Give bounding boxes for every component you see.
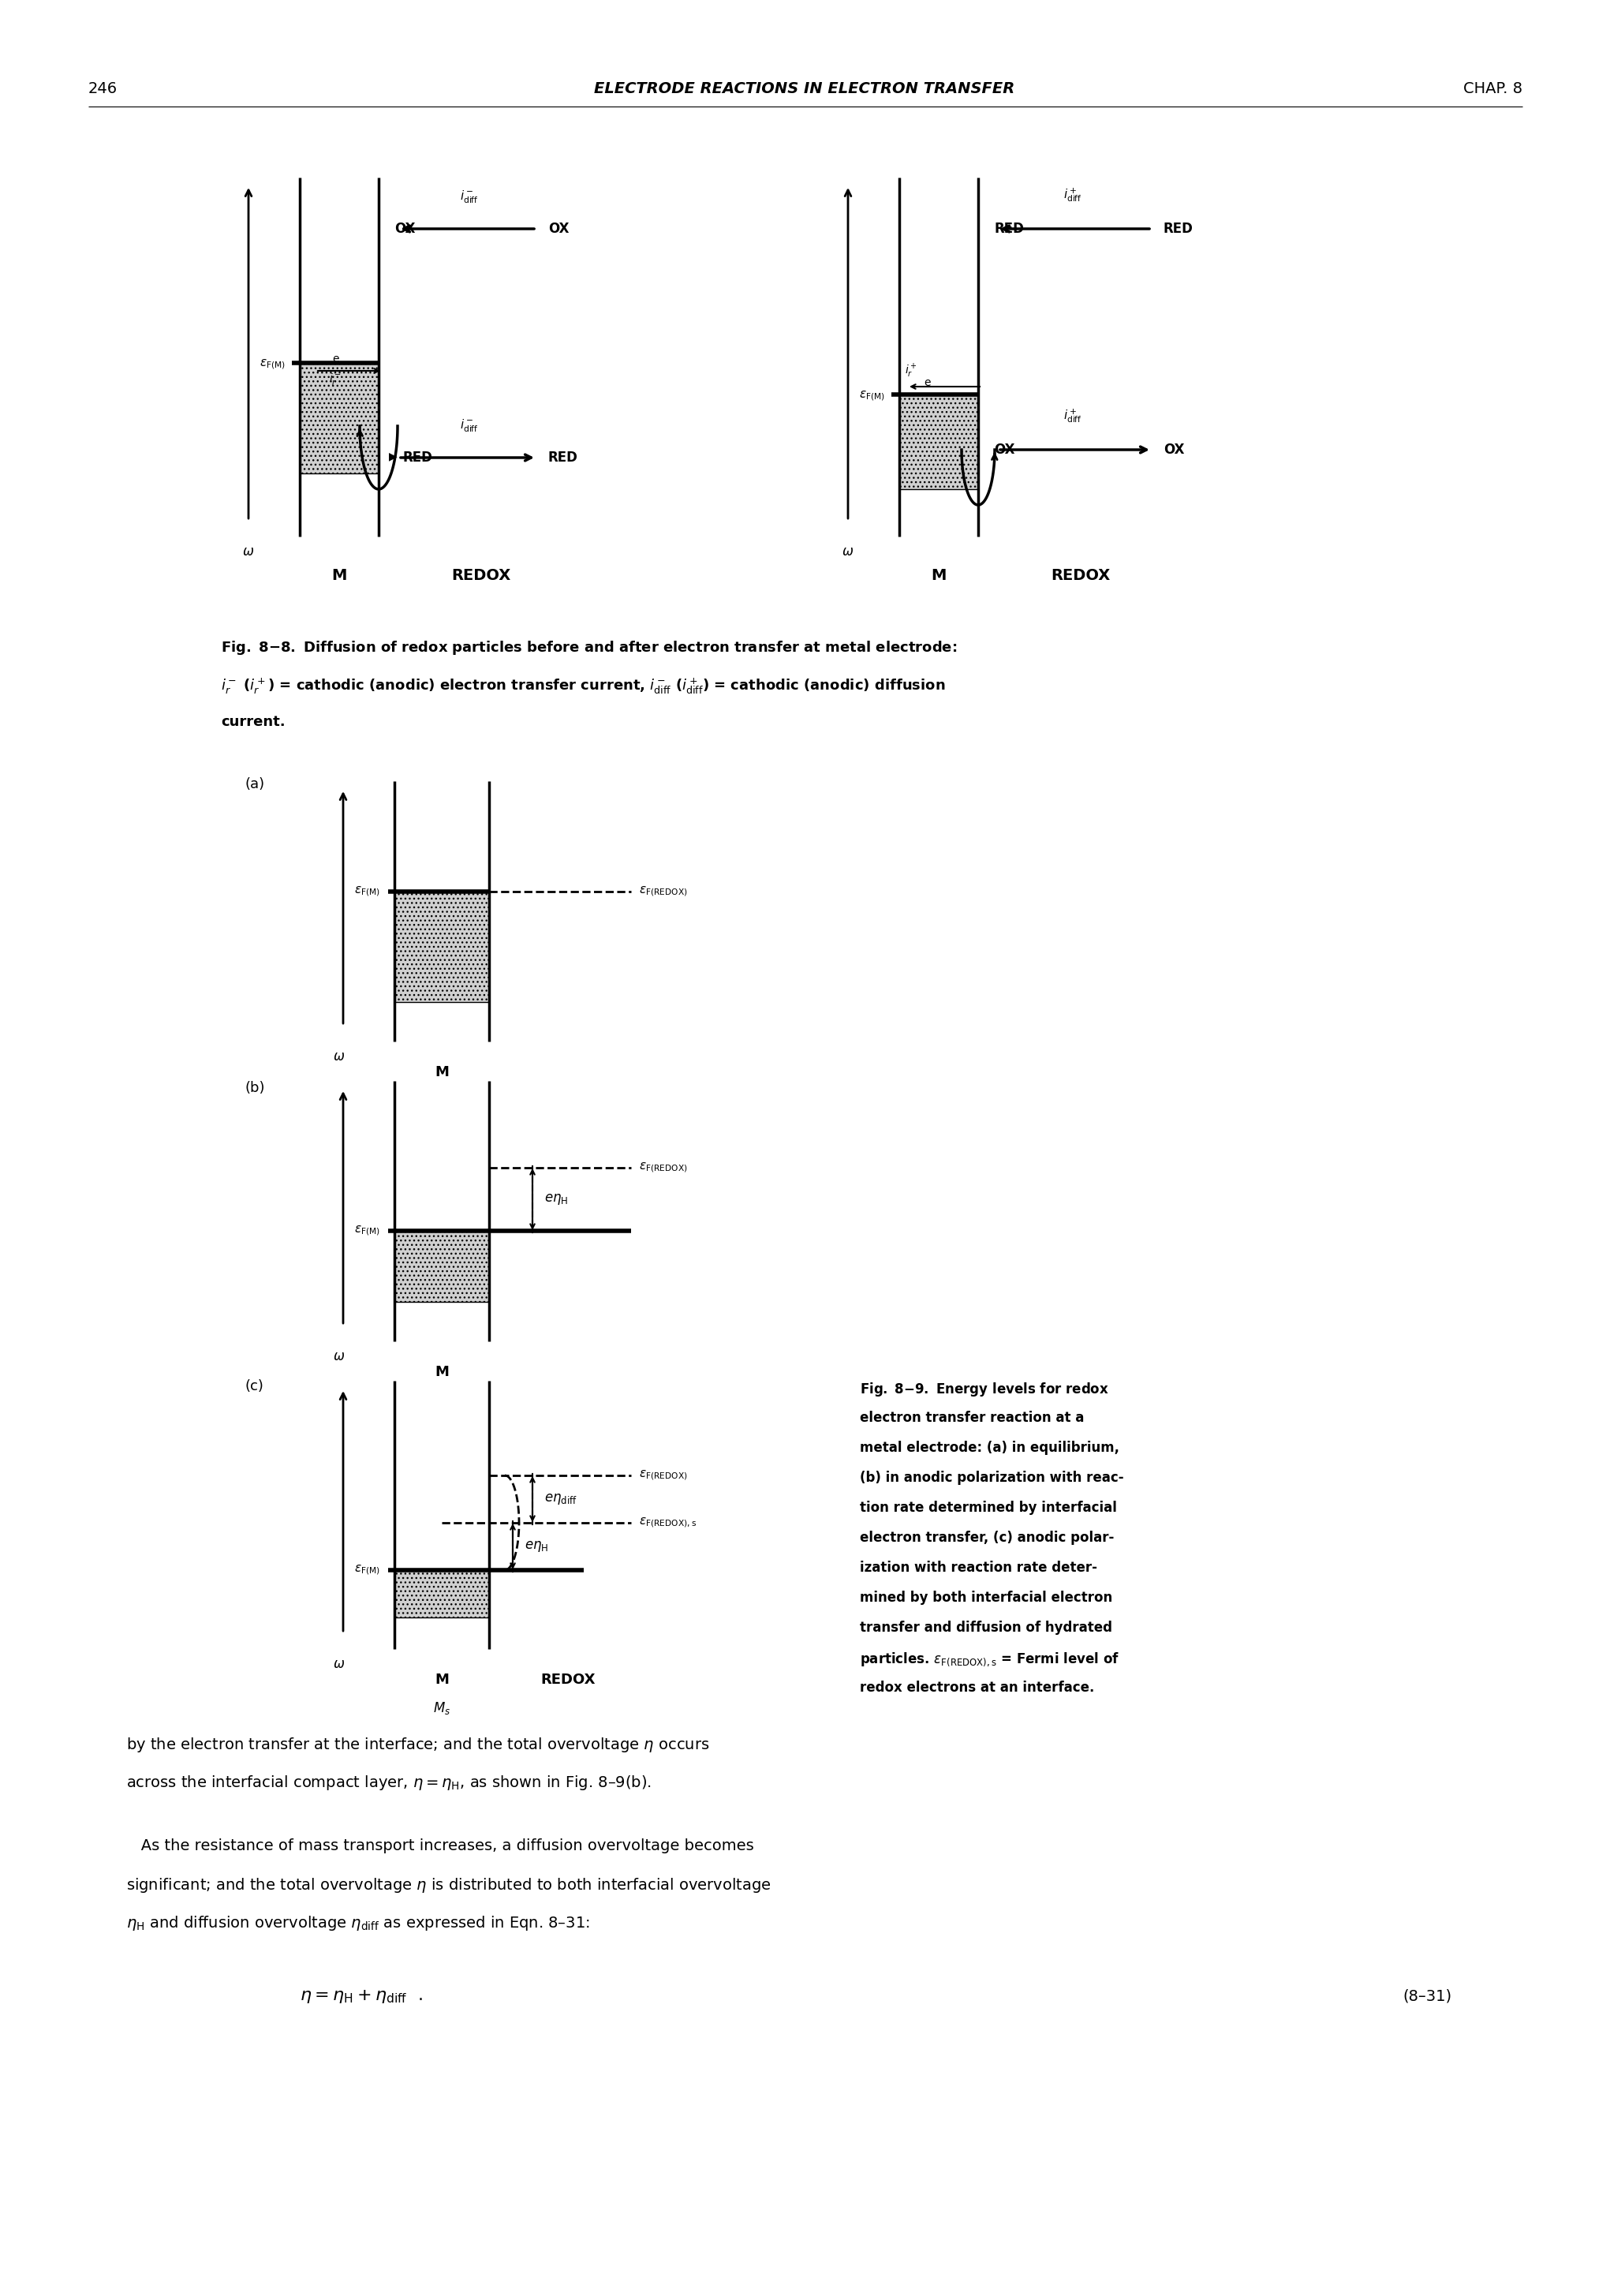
Text: (c): (c) bbox=[245, 1380, 264, 1394]
Text: e: e bbox=[332, 354, 338, 365]
Text: $\varepsilon_{\rm F(REDOX)}$: $\varepsilon_{\rm F(REDOX)}$ bbox=[639, 884, 687, 898]
Text: e: e bbox=[924, 377, 931, 388]
Text: (b) in anodic polarization with reac-: (b) in anodic polarization with reac- bbox=[860, 1472, 1124, 1486]
Text: electron transfer reaction at a: electron transfer reaction at a bbox=[860, 1410, 1084, 1426]
Text: $i_{\rm diff}^+$: $i_{\rm diff}^+$ bbox=[1064, 186, 1082, 204]
Text: $\omega$: $\omega$ bbox=[333, 1350, 345, 1364]
Text: $\varepsilon_{\rm F(M)}$: $\varepsilon_{\rm F(M)}$ bbox=[354, 1224, 380, 1238]
Text: $e\eta_{\rm H}$: $e\eta_{\rm H}$ bbox=[525, 1538, 549, 1554]
Text: electron transfer, (c) anodic polar-: electron transfer, (c) anodic polar- bbox=[860, 1531, 1114, 1545]
Text: $\varepsilon_{\rm F(M)}$: $\varepsilon_{\rm F(M)}$ bbox=[354, 884, 380, 898]
Text: OX: OX bbox=[549, 223, 570, 236]
Bar bbox=[394, 1570, 489, 1616]
Text: $\eta = \eta_{\rm H} + \eta_{\rm diff}$  .: $\eta = \eta_{\rm H} + \eta_{\rm diff}$ … bbox=[299, 1988, 423, 2004]
Text: REDOX: REDOX bbox=[1051, 567, 1111, 583]
Text: RED: RED bbox=[1164, 223, 1193, 236]
Text: $i_r^+$: $i_r^+$ bbox=[905, 363, 918, 379]
Text: RED: RED bbox=[993, 223, 1024, 236]
Text: across the interfacial compact layer, $\eta = \eta_{\rm H}$, as shown in Fig. 8–: across the interfacial compact layer, $\… bbox=[126, 1775, 652, 1791]
Text: RED: RED bbox=[549, 450, 578, 464]
Text: particles. $\varepsilon_{\rm F(REDOX),s}$ = Fermi level of: particles. $\varepsilon_{\rm F(REDOX),s}… bbox=[860, 1651, 1119, 1667]
Bar bbox=[394, 891, 489, 1001]
Text: OX: OX bbox=[1164, 443, 1185, 457]
Text: current.: current. bbox=[221, 714, 285, 730]
Text: M: M bbox=[435, 1366, 449, 1380]
Text: mined by both interfacial electron: mined by both interfacial electron bbox=[860, 1591, 1113, 1605]
Text: REDOX: REDOX bbox=[451, 567, 510, 583]
Text: $\eta_{\rm H}$ and diffusion overvoltage $\eta_{\rm diff}$ as expressed in Eqn. : $\eta_{\rm H}$ and diffusion overvoltage… bbox=[126, 1915, 589, 1933]
Text: $\varepsilon_{\rm F(REDOX)}$: $\varepsilon_{\rm F(REDOX)}$ bbox=[639, 1469, 687, 1481]
Text: tion rate determined by interfacial: tion rate determined by interfacial bbox=[860, 1502, 1117, 1515]
Text: $\varepsilon_{\rm F(M)}$: $\varepsilon_{\rm F(M)}$ bbox=[354, 1564, 380, 1577]
Text: $\omega$: $\omega$ bbox=[243, 544, 254, 558]
Text: M: M bbox=[931, 567, 947, 583]
Text: $\varepsilon_{\rm F(M)}$: $\varepsilon_{\rm F(M)}$ bbox=[259, 358, 285, 372]
Text: $\varepsilon_{\rm F(M)}$: $\varepsilon_{\rm F(M)}$ bbox=[860, 390, 886, 402]
Text: RED: RED bbox=[402, 450, 431, 464]
Text: ELECTRODE REACTIONS IN ELECTRON TRANSFER: ELECTRODE REACTIONS IN ELECTRON TRANSFER bbox=[594, 80, 1014, 96]
Text: M: M bbox=[435, 1674, 449, 1688]
Text: $M_s$: $M_s$ bbox=[433, 1701, 451, 1715]
Text: (8–31): (8–31) bbox=[1402, 1988, 1452, 2004]
Text: (a): (a) bbox=[245, 776, 264, 792]
Text: $\omega$: $\omega$ bbox=[842, 544, 853, 558]
Text: $\bf{Fig.\ 8{-}9.}$ Energy levels for redox: $\bf{Fig.\ 8{-}9.}$ Energy levels for re… bbox=[860, 1380, 1109, 1398]
Text: by the electron transfer at the interface; and the total overvoltage $\eta$ occu: by the electron transfer at the interfac… bbox=[126, 1736, 710, 1754]
Text: $\omega$: $\omega$ bbox=[333, 1049, 345, 1063]
Text: metal electrode: (a) in equilibrium,: metal electrode: (a) in equilibrium, bbox=[860, 1440, 1119, 1456]
Text: $\varepsilon_{\rm F(REDOX)}$: $\varepsilon_{\rm F(REDOX)}$ bbox=[639, 1162, 687, 1173]
Text: $i_r^-$ ($i_r^+$) = cathodic (anodic) electron transfer current, $i_{\rm diff}^-: $i_r^-$ ($i_r^+$) = cathodic (anodic) el… bbox=[221, 677, 945, 696]
Text: $\blacktriangleright$: $\blacktriangleright$ bbox=[386, 452, 399, 464]
Text: 246: 246 bbox=[89, 80, 118, 96]
Text: $\bf{Fig.\ 8{-}8.}$ Diffusion of redox particles before and $\bf{after}$ electro: $\bf{Fig.\ 8{-}8.}$ Diffusion of redox p… bbox=[221, 638, 956, 657]
Bar bbox=[394, 1231, 489, 1302]
Text: $\omega$: $\omega$ bbox=[333, 1658, 345, 1671]
Text: REDOX: REDOX bbox=[541, 1674, 596, 1688]
Bar bbox=[299, 363, 378, 473]
Text: ization with reaction rate deter-: ization with reaction rate deter- bbox=[860, 1561, 1098, 1575]
Text: $i_{\rm diff}^-$: $i_{\rm diff}^-$ bbox=[460, 418, 478, 434]
Text: (b): (b) bbox=[245, 1081, 264, 1095]
Text: $e\eta_{\rm H}$: $e\eta_{\rm H}$ bbox=[544, 1192, 568, 1205]
Text: CHAP. 8: CHAP. 8 bbox=[1463, 80, 1523, 96]
Text: OX: OX bbox=[993, 443, 1014, 457]
Text: $\varepsilon_{\rm F(REDOX),s}$: $\varepsilon_{\rm F(REDOX),s}$ bbox=[639, 1515, 697, 1529]
Text: As the resistance of mass transport increases, a diffusion overvoltage becomes: As the resistance of mass transport incr… bbox=[126, 1839, 753, 1853]
Text: M: M bbox=[332, 567, 346, 583]
Text: $i_{\rm diff}^+$: $i_{\rm diff}^+$ bbox=[1064, 406, 1082, 425]
Text: $i_r^-$: $i_r^-$ bbox=[328, 372, 341, 386]
Text: transfer and diffusion of hydrated: transfer and diffusion of hydrated bbox=[860, 1621, 1113, 1635]
Text: redox electrons at an interface.: redox electrons at an interface. bbox=[860, 1681, 1095, 1694]
Text: M: M bbox=[435, 1065, 449, 1079]
Text: OX: OX bbox=[394, 223, 415, 236]
Text: $i_{\rm diff}^-$: $i_{\rm diff}^-$ bbox=[460, 188, 478, 204]
Bar bbox=[900, 395, 979, 489]
Text: $e\eta_{\rm diff}$: $e\eta_{\rm diff}$ bbox=[544, 1492, 578, 1506]
Text: significant; and the total overvoltage $\eta$ is distributed to both interfacial: significant; and the total overvoltage $… bbox=[126, 1876, 771, 1894]
